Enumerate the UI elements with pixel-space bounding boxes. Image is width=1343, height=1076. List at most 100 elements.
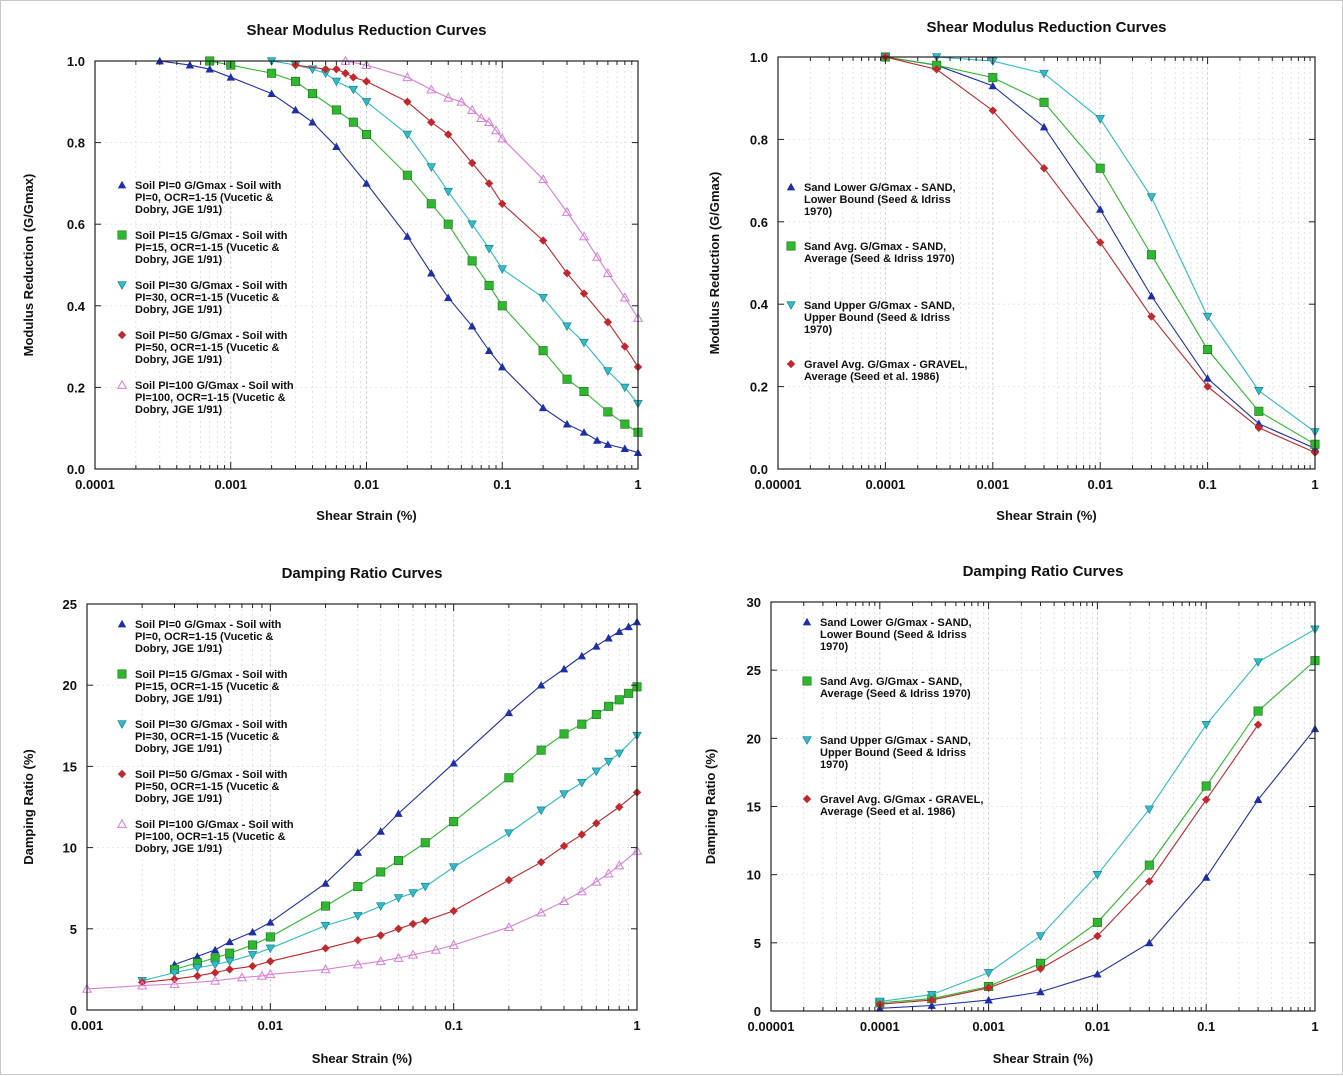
y-tick-label: 10 [63, 841, 77, 856]
chart-title: Shear Modulus Reduction Curves [926, 19, 1166, 36]
data-point [577, 830, 587, 839]
legend-label: 1970) [804, 324, 832, 336]
data-point [205, 64, 214, 73]
y-tick-label: 15 [747, 800, 761, 815]
data-point [210, 960, 220, 970]
legend-label: Dobry, JGE 1/91) [135, 304, 223, 316]
legend-label: PI=100, OCR=1-15 (Vucetic & [135, 831, 286, 843]
legend-label: PI=50, OCR=1-15 (Vucetic & [135, 781, 280, 793]
data-point [403, 232, 412, 240]
y-tick-label: 0.8 [67, 136, 85, 151]
data-point [331, 105, 341, 115]
data-point [1096, 238, 1105, 247]
data-point [376, 931, 385, 940]
data-point [536, 806, 546, 816]
legend-label: PI=0, OCR=1-15 (Vucetic & [135, 631, 273, 643]
data-point [578, 231, 590, 241]
data-point [1254, 387, 1264, 396]
data-point [1147, 312, 1156, 321]
data-point [579, 386, 589, 396]
data-point [592, 251, 603, 261]
data-point [265, 932, 275, 942]
data-point [320, 964, 331, 974]
legend-label: 1970) [820, 759, 848, 771]
data-point [620, 419, 630, 429]
data-point [307, 89, 317, 99]
data-point [265, 969, 276, 979]
data-point [484, 179, 494, 188]
data-point [577, 778, 587, 788]
y-tick-label: 0 [70, 1003, 77, 1018]
data-point [1201, 721, 1211, 730]
chart-title: Damping Ratio Curves [963, 563, 1124, 580]
series-sand-lower [875, 724, 1320, 1012]
legend-item: Sand Avg. G/Gmax - SAND,Average (Seed & … [786, 241, 955, 265]
data-point [503, 921, 514, 932]
data-point [224, 957, 235, 967]
data-point [497, 133, 508, 143]
legend-item: Sand Lower G/Gmax - SAND,Lower Bound (Se… [786, 182, 956, 218]
data-point [402, 130, 413, 140]
data-point [376, 867, 386, 877]
data-point [490, 125, 502, 135]
legend-marker [117, 230, 127, 240]
data-point [538, 236, 548, 245]
data-point [449, 906, 458, 916]
data-point [248, 940, 258, 950]
data-point [538, 293, 548, 303]
data-point [225, 937, 234, 946]
data-point [562, 374, 572, 384]
legend-label: Dobry, JGE 1/91) [135, 204, 223, 216]
data-point [1093, 931, 1102, 941]
data-point [504, 829, 514, 838]
data-point [361, 98, 372, 107]
legend-label: Sand Upper G/Gmax - SAND, [804, 300, 955, 312]
data-point [1145, 938, 1154, 947]
y-tick-label: 10 [747, 868, 761, 883]
legend-marker [802, 617, 812, 626]
data-point [1095, 115, 1105, 124]
data-point [420, 838, 430, 848]
data-point [1146, 193, 1157, 202]
data-point [321, 879, 330, 887]
legend-marker [802, 736, 812, 745]
legend-label: PI=15, OCR=1-15 (Vucetic & [135, 681, 280, 693]
data-point [498, 199, 507, 208]
y-tick-label: 20 [747, 731, 761, 746]
x-tick-label: 0.001 [214, 477, 247, 492]
legend-label: PI=30, OCR=1-15 (Vucetic & [135, 731, 280, 743]
legend-label: 1970) [804, 206, 832, 218]
x-tick-label: 0.0001 [860, 1019, 900, 1034]
data-point [443, 187, 453, 197]
legend: Sand Lower G/Gmax - SAND,Lower Bound (Se… [802, 617, 983, 818]
x-tick-label: 0.01 [354, 477, 379, 492]
data-point [592, 642, 601, 650]
data-point [320, 921, 331, 931]
series-gravel-avg- [875, 720, 1263, 1009]
x-tick-label: 0.001 [977, 477, 1010, 492]
data-point [1092, 917, 1102, 927]
data-point [538, 346, 548, 356]
data-point [927, 995, 936, 1005]
data-point [341, 69, 350, 78]
y-tick-label: 0.0 [67, 462, 85, 477]
data-point [984, 983, 993, 993]
data-point [624, 622, 633, 631]
legend-marker [117, 281, 127, 290]
x-tick-label: 1 [1311, 477, 1318, 492]
data-point [236, 972, 247, 982]
legend-label: PI=0, OCR=1-15 (Vucetic & [135, 192, 273, 204]
legend-label: Sand Avg. G/Gmax - SAND, [820, 676, 962, 688]
data-point [449, 817, 459, 827]
series-soil-pi-15 [205, 56, 643, 437]
data-point [1145, 877, 1154, 886]
data-point [362, 179, 371, 187]
y-tick-label: 0.2 [750, 380, 768, 395]
data-point [402, 170, 412, 180]
legend-item: Sand Upper G/Gmax - SAND,Upper Bound (Se… [802, 735, 971, 771]
x-axis-label: Shear Strain (%) [316, 508, 416, 523]
data-point [559, 664, 569, 673]
